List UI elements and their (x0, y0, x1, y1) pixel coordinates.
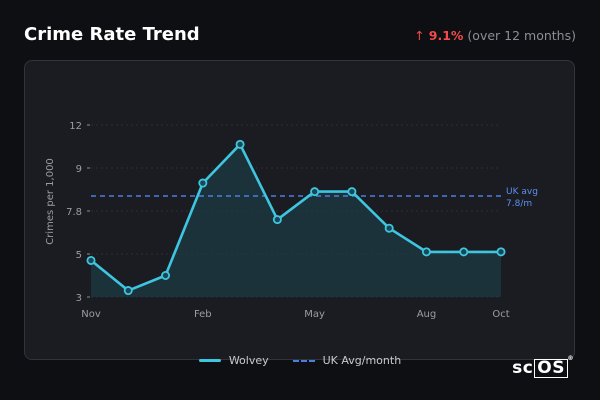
legend-item-series[interactable]: Wolvey (198, 354, 269, 367)
data-point (161, 270, 171, 280)
page-title: Crime Rate Trend (24, 24, 200, 45)
reference-label-line1: UK avg (506, 187, 538, 197)
y-tick-label: 5 (76, 250, 82, 261)
x-tick-label: Oct (492, 309, 509, 320)
data-point (235, 139, 245, 149)
data-point (123, 286, 133, 296)
x-tick-label: May (304, 309, 325, 320)
axis-labels-layer: 3 5 7.8 9 12 Nov Feb May Aug Oct Crimes per 1,000 (45, 121, 510, 320)
trend-up-arrow-icon: ↑ (414, 28, 425, 43)
trend-change-value: 9.1% (428, 28, 464, 43)
y-axis-label: Crimes per 1,000 (45, 158, 56, 245)
legend-series-swatch (198, 359, 221, 362)
data-point (496, 247, 506, 257)
brand-logo: sc OS ® (512, 355, 573, 378)
data-point (347, 187, 357, 197)
data-point (272, 215, 282, 225)
data-points-layer (86, 139, 506, 296)
y-tick-label: 12 (69, 121, 82, 132)
trend-change-context: (over 12 months) (467, 28, 576, 43)
series-line-layer (89, 143, 503, 292)
legend-series-label: Wolvey (228, 354, 269, 367)
area-layer (91, 144, 501, 297)
logo-boxed-text: OS (534, 358, 568, 378)
logo-prefix: sc (512, 358, 534, 378)
legend-reference-label: UK Avg/month (322, 354, 402, 367)
data-point (310, 187, 320, 197)
data-point (384, 223, 394, 233)
legend-reference-swatch (292, 359, 315, 362)
series-line (89, 143, 503, 292)
x-tick-label: Feb (194, 309, 212, 320)
y-tick-label: 3 (76, 293, 82, 304)
y-tick-label: 7.8 (66, 207, 82, 218)
data-point (198, 178, 208, 188)
y-tick-label: 9 (76, 164, 82, 175)
reference-label-line2: 7.8/m (506, 199, 532, 209)
x-tick-label: Nov (81, 309, 101, 320)
trend-change-indicator: ↑ 9.1% (over 12 months) (414, 28, 576, 43)
data-point (421, 247, 431, 257)
series-area-fill (91, 144, 501, 297)
data-point (459, 247, 469, 257)
data-point (86, 255, 96, 265)
registered-mark: ® (567, 355, 574, 362)
x-tick-label: Aug (417, 309, 437, 320)
reference-layer: UK avg 7.8/m (91, 187, 538, 209)
chart-legend: Wolvey UK Avg/month (0, 354, 600, 367)
legend-item-reference[interactable]: UK Avg/month (292, 354, 402, 367)
